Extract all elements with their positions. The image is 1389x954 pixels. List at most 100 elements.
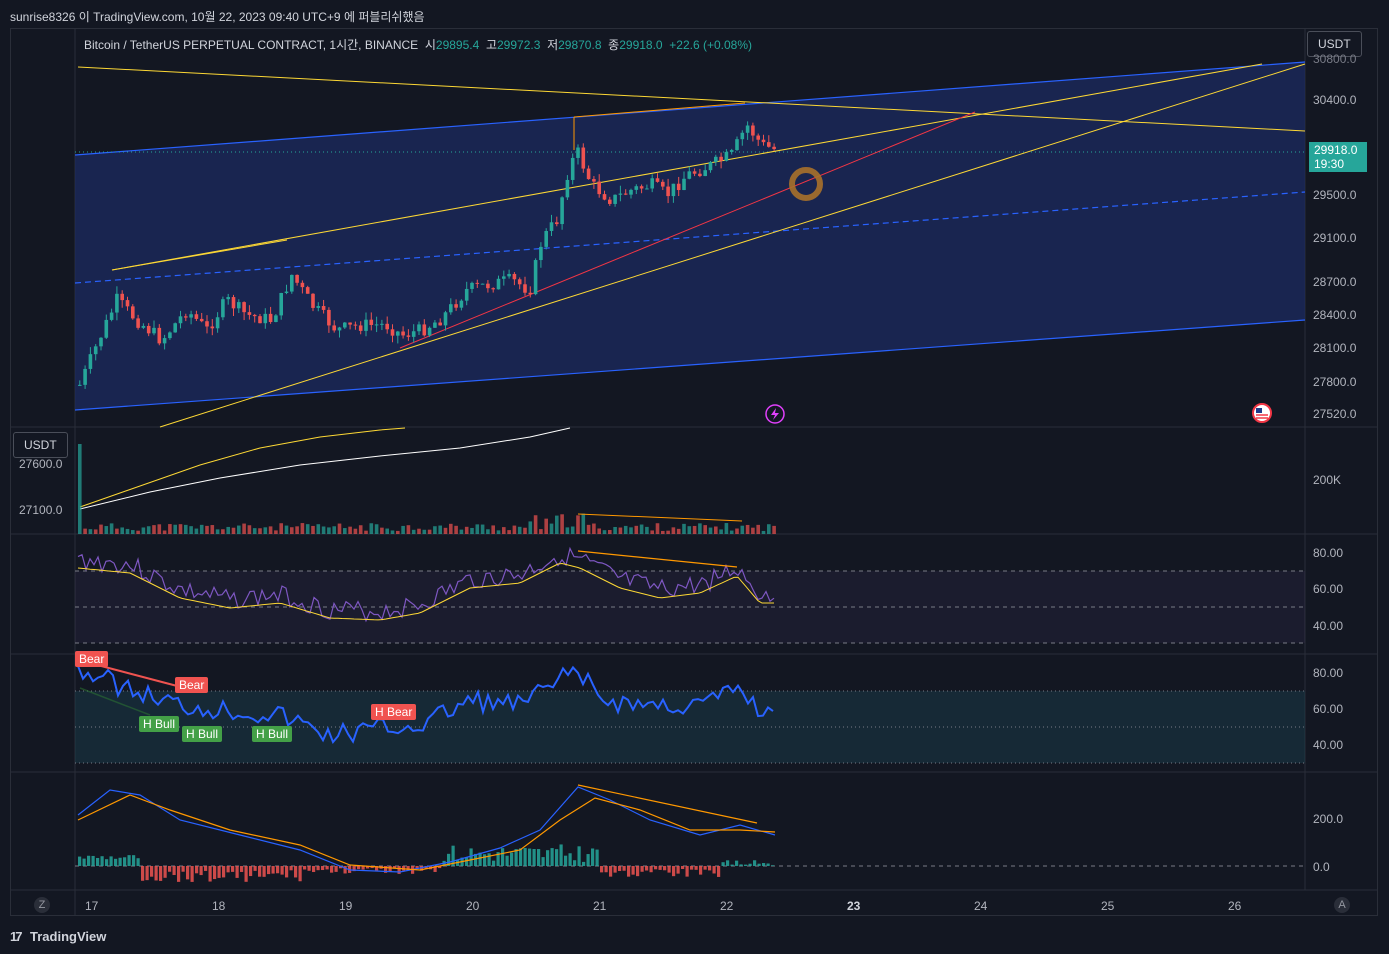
macd-hist-bar: [676, 866, 680, 874]
candle-body: [316, 306, 321, 308]
candle-body: [613, 194, 617, 204]
candle-body: [131, 306, 135, 319]
candle-body: [703, 170, 707, 177]
volume-pane-ma-yellow: [79, 427, 406, 508]
candlestick-series[interactable]: [78, 121, 776, 389]
volume-bar: [645, 526, 649, 534]
candle-body: [390, 329, 395, 336]
candle-body: [751, 125, 755, 136]
macd-hist-bar: [321, 866, 325, 871]
macd-hist-bar: [568, 853, 572, 866]
macd-hist-bar: [663, 866, 667, 871]
macd-hist-bar: [519, 848, 523, 866]
volume-bar: [549, 523, 554, 534]
candle-body: [178, 316, 183, 324]
last-price-badge: 29918.0 19:30: [1309, 142, 1367, 172]
macd-hist-bar: [127, 855, 131, 866]
macd-histogram: [78, 844, 775, 882]
macd-hist-bar: [231, 866, 235, 872]
volume-bar: [290, 527, 294, 534]
rsi-ma-line[interactable]: [77, 562, 774, 621]
price-axis-currency-button[interactable]: USDT: [1307, 31, 1362, 57]
macd-hist-bar: [339, 866, 343, 869]
volume-currency-button[interactable]: USDT: [13, 432, 68, 458]
volume-bar: [576, 515, 580, 534]
macd-hist-bar: [654, 866, 658, 870]
volume-bar: [491, 525, 495, 534]
macd-hist-bar: [213, 866, 217, 880]
volume-bar: [470, 527, 474, 534]
channel-upper-line[interactable]: [74, 61, 1306, 156]
candle-body: [512, 273, 517, 280]
macd-hist-bar: [645, 866, 649, 871]
volume-bar: [767, 524, 771, 534]
bar-countdown: 19:30: [1314, 157, 1345, 171]
candle-body: [719, 156, 723, 161]
volume-left-label: 27600.0: [19, 457, 63, 471]
us-flag-icon[interactable]: [1252, 403, 1272, 423]
macd-hist-bar: [204, 866, 208, 871]
volume-bar: [279, 523, 283, 534]
auto-scale-button[interactable]: A: [1334, 897, 1350, 913]
candle-body: [417, 324, 421, 332]
volume-bar: [608, 530, 612, 534]
volume-bar: [141, 527, 146, 534]
volume-bar: [729, 530, 734, 534]
volume-bar: [316, 524, 321, 534]
symbol-name[interactable]: Bitcoin / TetherUS PERPETUAL CONTRACT, 1…: [84, 38, 419, 52]
channel-lower-line[interactable]: [74, 319, 1306, 411]
trendline-lower-channel[interactable]: [159, 63, 1306, 428]
candle-body: [136, 318, 140, 328]
macd-hist-bar: [271, 866, 275, 874]
candle-body: [565, 179, 570, 198]
macd-line[interactable]: [77, 786, 776, 873]
volume-bar: [131, 530, 135, 534]
candle-body: [210, 326, 215, 329]
divergence-line-price[interactable]: [573, 102, 746, 118]
volume-bars: [78, 444, 776, 534]
time-axis-label: 17: [85, 899, 99, 913]
candle-body: [666, 186, 670, 197]
low-value: 29870.8: [558, 38, 602, 52]
volume-bar: [274, 530, 278, 534]
lightning-icon[interactable]: [765, 404, 785, 424]
volume-bar: [560, 514, 564, 534]
macd-hist-bar: [177, 866, 181, 882]
macd-hist-bar: [672, 866, 676, 877]
rsi-line[interactable]: [77, 546, 775, 623]
trendline-top[interactable]: [77, 66, 1306, 132]
candle-body: [380, 323, 384, 325]
candle-body: [305, 287, 310, 294]
macd-hist-bar: [573, 860, 577, 866]
timezone-button[interactable]: Z: [34, 897, 50, 913]
macd-hist-bar: [555, 849, 559, 866]
candle-body: [194, 314, 199, 319]
macd-hist-bar: [393, 866, 397, 869]
regression-channel[interactable]: [75, 62, 1305, 410]
macd-hist-bar: [91, 855, 95, 866]
candle-body: [205, 321, 209, 327]
candle-body: [115, 293, 119, 313]
oscillator-line[interactable]: [77, 665, 774, 745]
price-axis-label: 28100.0: [1313, 341, 1357, 355]
volume-bar: [268, 526, 273, 534]
signal-line[interactable]: [77, 794, 776, 871]
candle-body: [78, 384, 82, 386]
target-marker-ring[interactable]: [789, 167, 823, 201]
volume-bar: [146, 526, 151, 534]
price-axis-label: 27520.0: [1313, 407, 1357, 421]
channel-mid-line[interactable]: [74, 191, 1306, 284]
trendline-red[interactable]: [399, 111, 976, 349]
macd-hist-bar: [514, 849, 518, 866]
macd-axis-label: 200.0: [1313, 812, 1344, 826]
rsi-axis-label: 40.00: [1313, 619, 1344, 633]
tradingview-brand[interactable]: 17 TradingView: [10, 929, 107, 944]
volume-bar: [242, 523, 246, 534]
price-axis-label: 30800.0: [1313, 52, 1357, 66]
candle-body: [438, 322, 442, 326]
candle-body: [146, 325, 151, 334]
candle-body: [533, 260, 538, 295]
osc-axis-label: 80.00: [1313, 666, 1344, 680]
trendline-upper-channel[interactable]: [111, 63, 1263, 271]
